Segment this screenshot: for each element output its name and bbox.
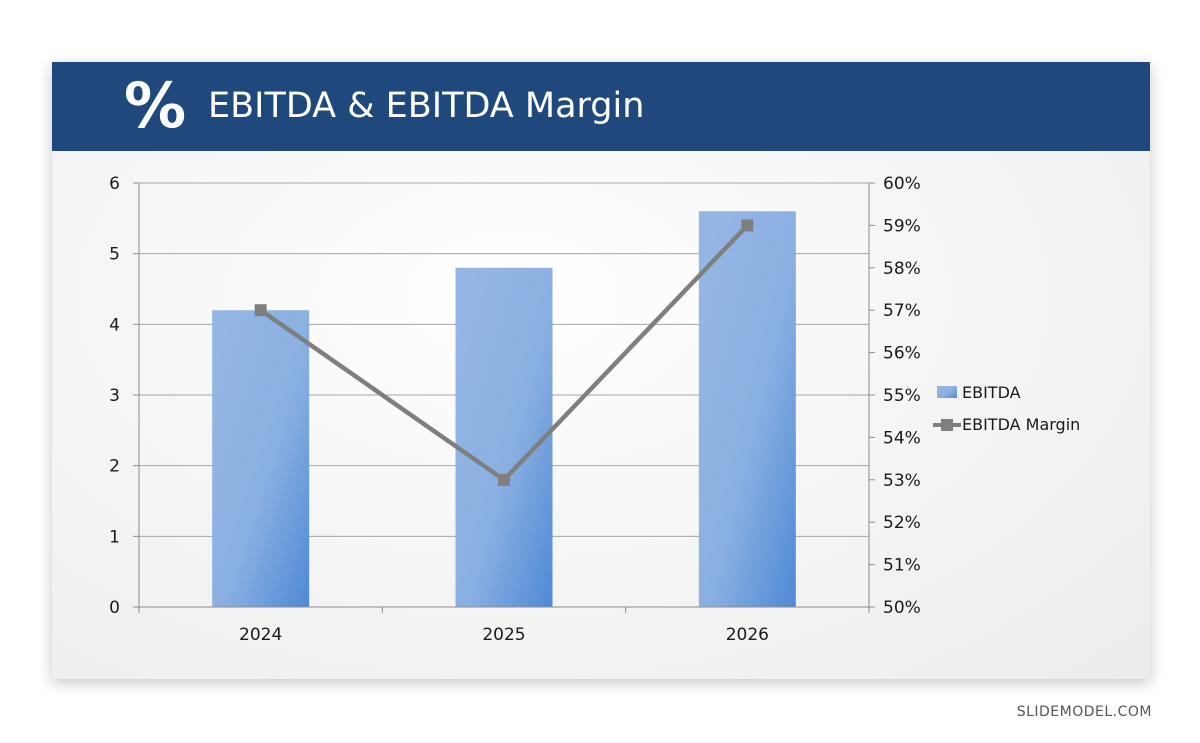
right-tick-label: 53%	[883, 471, 921, 491]
marker-margin-2025	[498, 473, 510, 486]
marker-margin-2024	[254, 304, 267, 317]
left-tick-label: 3	[109, 386, 120, 406]
left-tick-label: 4	[109, 315, 120, 335]
left-tick-label: 1	[109, 527, 120, 547]
right-tick-label: 52%	[883, 513, 921, 533]
legend: EBITDA EBITDA Margin	[933, 383, 1080, 434]
legend-marker-margin	[941, 419, 953, 431]
right-tick-label: 54%	[883, 428, 921, 448]
axes	[133, 182, 875, 613]
right-tick-label: 59%	[883, 216, 921, 236]
right-tick-label: 55%	[883, 386, 921, 406]
percent-icon: %	[124, 69, 187, 142]
bar-ebitda-2024	[212, 310, 310, 607]
chart-title: EBITDA & EBITDA Margin	[208, 86, 645, 126]
right-tick-label: 51%	[883, 556, 921, 576]
margin-line	[254, 219, 754, 486]
watermark: SLIDEMODEL.COM	[1016, 704, 1152, 720]
x-tick-label: 2024	[239, 625, 282, 645]
marker-margin-2026	[741, 219, 754, 232]
bars	[212, 211, 796, 607]
bar-ebitda-2026	[698, 211, 796, 607]
left-tick-label: 5	[109, 245, 120, 265]
legend-swatch-ebitda	[937, 386, 957, 398]
right-tick-label: 56%	[883, 344, 921, 364]
x-tick-label: 2026	[726, 625, 769, 645]
legend-label-margin: EBITDA Margin	[962, 415, 1080, 434]
left-tick-label: 0	[109, 598, 120, 618]
title-banner: % EBITDA & EBITDA Margin	[52, 62, 1150, 151]
tick-labels: 0 1 2 3 4 5 6 50% 51% 52% 53% 54% 55% 56% 57% 58% 59% 60%…	[109, 174, 921, 645]
right-tick-label: 58%	[883, 259, 921, 279]
left-tick-label: 2	[109, 457, 120, 477]
x-tick-label: 2025	[482, 625, 525, 645]
left-tick-label: 6	[109, 174, 120, 194]
bar-ebitda-2025	[455, 267, 553, 607]
legend-label-ebitda: EBITDA	[962, 383, 1021, 402]
right-tick-label: 60%	[883, 174, 921, 194]
right-tick-label: 57%	[883, 301, 921, 321]
right-tick-label: 50%	[883, 598, 921, 618]
